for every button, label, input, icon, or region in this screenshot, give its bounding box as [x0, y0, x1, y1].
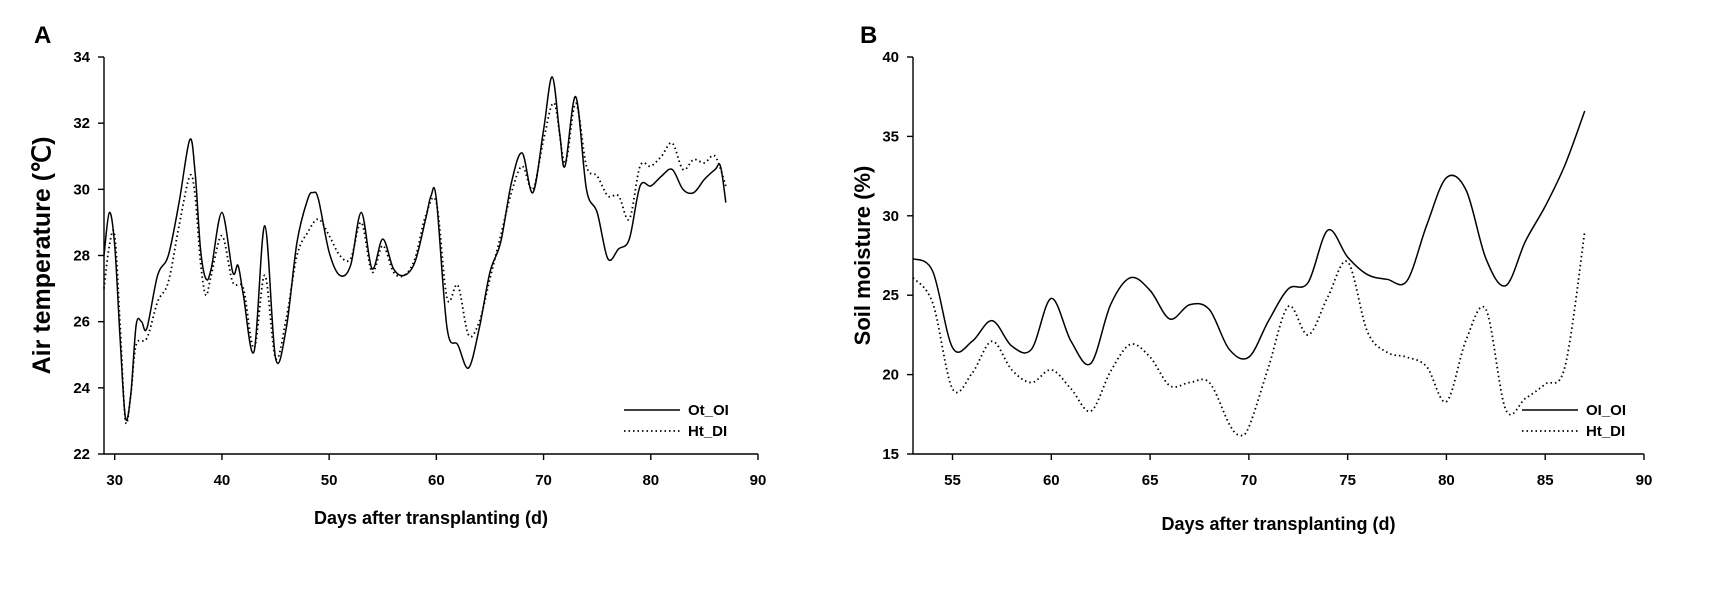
x-tick-label: 70	[535, 472, 552, 489]
y-axis-title: Air temperature (℃)	[28, 137, 56, 375]
legend-label: Ht_DI	[688, 423, 727, 440]
legend-label: Ht_DI	[1586, 423, 1625, 440]
y-tick-label: 28	[73, 248, 90, 265]
x-tick-label: 75	[1339, 472, 1356, 489]
y-tick-label: 25	[882, 287, 899, 304]
panel-label-a: A	[34, 22, 51, 49]
panel-label-b: B	[860, 22, 877, 49]
y-tick-label: 30	[882, 208, 899, 225]
legend-label: OI_OI	[1586, 402, 1626, 419]
panel-b-chart: B 55 60 65 70 75 80 85 90 15 20 25 30 35 40 Days after …	[850, 22, 1652, 534]
legend-label: Ot_OI	[688, 402, 729, 419]
x-axis-title: Days after transplanting (d)	[1161, 514, 1395, 534]
x-tick-label: 90	[750, 472, 767, 489]
series-line-oi-oi	[912, 110, 1586, 366]
x-tick-label: 55	[944, 472, 961, 489]
x-tick-label: 80	[642, 472, 659, 489]
y-tick-label: 24	[73, 380, 90, 397]
series-line-ht-di	[912, 231, 1586, 437]
x-tick-label: 80	[1438, 472, 1455, 489]
y-tick-label: 35	[882, 128, 899, 145]
y-tick-label: 32	[73, 115, 90, 132]
y-tick-label: 30	[73, 181, 90, 198]
x-tick-label: 60	[1043, 472, 1060, 489]
y-axis-title: Soil moisture (%)	[850, 166, 875, 346]
series-line-ht-di	[103, 102, 727, 425]
x-tick-label: 40	[214, 472, 231, 489]
series-line-ot-oi	[103, 76, 727, 421]
x-tick-label: 60	[428, 472, 445, 489]
x-tick-label: 30	[106, 472, 123, 489]
x-tick-label: 50	[321, 472, 338, 489]
y-tick-label: 40	[882, 49, 899, 66]
x-tick-label: 90	[1636, 472, 1653, 489]
y-tick-label: 26	[73, 314, 90, 331]
x-tick-label: 85	[1537, 472, 1554, 489]
x-tick-label: 70	[1241, 472, 1258, 489]
y-tick-label: 20	[882, 367, 899, 384]
x-tick-label: 65	[1142, 472, 1159, 489]
y-tick-label: 15	[882, 446, 899, 463]
x-axis-title: Days after transplanting (d)	[314, 508, 548, 528]
panel-a-chart: A 30 40 50 60 70 80 90 22 24 26 28 30 32 34 Days after …	[28, 22, 766, 528]
y-tick-label: 22	[73, 446, 90, 463]
y-tick-label: 34	[73, 49, 90, 66]
